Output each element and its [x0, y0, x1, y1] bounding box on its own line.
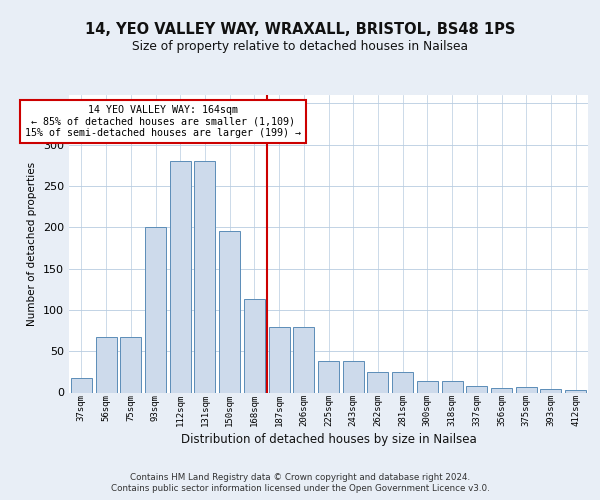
Bar [120, 337, 141, 392]
Text: Contains public sector information licensed under the Open Government Licence v3: Contains public sector information licen… [110, 484, 490, 493]
Text: 14, YEO VALLEY WAY, WRAXALL, BRISTOL, BS48 1PS: 14, YEO VALLEY WAY, WRAXALL, BRISTOL, BS… [85, 22, 515, 38]
Bar [194, 161, 215, 392]
Bar [170, 161, 191, 392]
Text: Contains HM Land Registry data © Crown copyright and database right 2024.: Contains HM Land Registry data © Crown c… [130, 472, 470, 482]
Bar [442, 381, 463, 392]
Bar [293, 327, 314, 392]
Bar [95, 337, 116, 392]
Bar [565, 390, 586, 392]
Bar [145, 227, 166, 392]
Bar [269, 327, 290, 392]
Text: Size of property relative to detached houses in Nailsea: Size of property relative to detached ho… [132, 40, 468, 53]
Text: Distribution of detached houses by size in Nailsea: Distribution of detached houses by size … [181, 432, 476, 446]
Bar [244, 299, 265, 392]
Bar [318, 361, 339, 392]
Bar [417, 381, 438, 392]
Bar [491, 388, 512, 392]
Y-axis label: Number of detached properties: Number of detached properties [28, 162, 37, 326]
Bar [466, 386, 487, 392]
Bar [541, 389, 562, 392]
Bar [343, 361, 364, 392]
Bar [367, 372, 388, 392]
Bar [392, 372, 413, 392]
Bar [516, 386, 537, 392]
Text: 14 YEO VALLEY WAY: 164sqm
← 85% of detached houses are smaller (1,109)
15% of se: 14 YEO VALLEY WAY: 164sqm ← 85% of detac… [25, 105, 301, 138]
Bar [71, 378, 92, 392]
Bar [219, 232, 240, 392]
